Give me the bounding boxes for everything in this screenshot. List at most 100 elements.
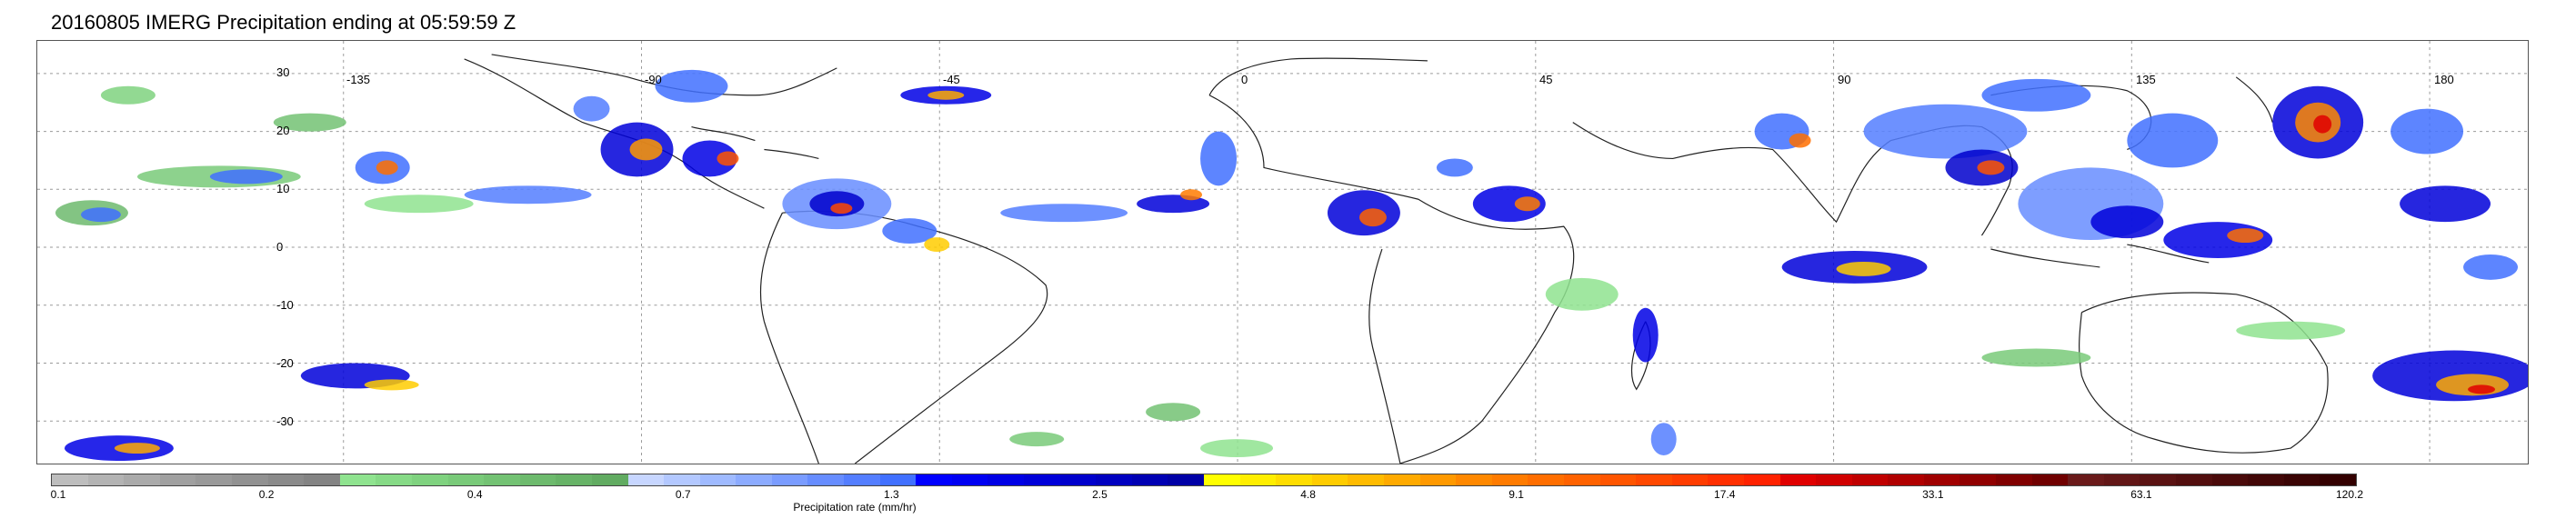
graticule (37, 41, 2528, 464)
longitude-label: 180 (2434, 73, 2454, 86)
precipitation-cell (2463, 254, 2519, 280)
colorbar-label: 0.4 (466, 488, 483, 501)
precipitation-cell (1200, 439, 1274, 458)
precipitation-cell (882, 218, 937, 245)
colorbar-swatch (1168, 474, 1204, 485)
precipitation-cell (114, 443, 160, 454)
colorbar-swatch (339, 474, 376, 485)
colorbar-swatches (51, 474, 2357, 486)
precipitation-cell (2090, 205, 2164, 239)
precipitation-cell (927, 90, 965, 100)
colorbar-swatch (1816, 474, 1852, 485)
colorbar-swatch (1491, 474, 1529, 485)
colorbar-swatch (231, 474, 268, 485)
colorbar-swatch (1348, 474, 1384, 485)
precipitation-cell (1632, 307, 1659, 363)
colorbar-swatch (771, 474, 808, 485)
colorbar-swatch (411, 474, 448, 485)
colorbar-swatch (1636, 474, 1672, 485)
longitude-label: -45 (943, 73, 960, 86)
colorbar-swatch (1096, 474, 1132, 485)
latitude-label: -10 (276, 298, 294, 312)
precipitation-cell (1200, 131, 1238, 186)
colorbar-swatch (1419, 474, 1457, 485)
precipitation-cell (1981, 78, 2091, 112)
map-canvas (37, 41, 2528, 464)
colorbar-swatch (484, 474, 520, 485)
longitude-label: 0 (1241, 73, 1248, 86)
colorbar-swatch (2140, 474, 2177, 485)
precipitation-cell (1436, 158, 1473, 177)
colorbar-swatch (1204, 474, 1240, 485)
colorbar-label: 1.3 (884, 488, 899, 501)
colorbar-swatch (1888, 474, 1924, 485)
colorbar-swatch (1383, 474, 1420, 485)
precipitation-cell (364, 195, 474, 214)
precipitation-cell (1472, 185, 1546, 223)
colorbar-swatch (1311, 474, 1348, 485)
colorbar-swatch (1131, 474, 1168, 485)
colorbar-swatch (267, 474, 305, 485)
precipitation-cell (1180, 189, 1203, 201)
precipitation-cell (1650, 423, 1677, 456)
colorbar-swatch (159, 474, 196, 485)
colorbar-swatch (1851, 474, 1889, 485)
precipitation-cell (376, 160, 398, 175)
colorbar-swatch (52, 474, 88, 485)
colorbar-swatch (916, 474, 952, 485)
colorbar-swatch (2176, 474, 2212, 485)
colorbar-label: 0.2 (258, 488, 275, 501)
precipitation-cell (1545, 277, 1619, 311)
precipitation-cell (2391, 108, 2464, 155)
colorbar-label: 63.1 (2130, 488, 2152, 501)
longitude-label: 135 (2136, 73, 2156, 86)
precipitation-cell (209, 169, 283, 185)
colorbar-swatch (1024, 474, 1060, 485)
precipitation-cell (1789, 133, 1811, 148)
colorbar-swatch (2103, 474, 2140, 485)
colorbar-label: 0.7 (675, 488, 691, 501)
precipitation-map (36, 40, 2529, 464)
precipitation-cell (2313, 115, 2332, 134)
precipitation-layer (55, 69, 2528, 462)
longitude-label: 90 (1838, 73, 1851, 86)
colorbar-swatch (1960, 474, 1997, 485)
colorbar-swatch (879, 474, 917, 485)
colorbar-swatch (1923, 474, 1960, 485)
colorbar-swatch (807, 474, 845, 485)
colorbar-label: 120.2 (2335, 488, 2364, 501)
colorbar-swatch (987, 474, 1025, 485)
coastlines (464, 54, 2329, 464)
colorbar-swatch (1743, 474, 1780, 485)
precipitation-cell (682, 140, 737, 177)
longitude-label: -135 (346, 73, 371, 86)
precipitation-cell (1000, 204, 1128, 223)
colorbar-swatch (2248, 474, 2284, 485)
precipitation-cell (80, 207, 121, 223)
colorbar-swatch (1239, 474, 1277, 485)
colorbar-swatch (951, 474, 988, 485)
colorbar-swatch (447, 474, 485, 485)
colorbar (51, 474, 2357, 486)
precipitation-cell (2372, 350, 2528, 402)
precipitation-cell (830, 203, 853, 215)
colorbar-swatch (376, 474, 412, 485)
colorbar-swatch (844, 474, 880, 485)
colorbar-swatch (1779, 474, 1817, 485)
precipitation-cell (1977, 160, 2005, 175)
precipitation-cell (629, 138, 663, 161)
colorbar-label: 9.1 (1509, 488, 1524, 501)
precipitation-cell (924, 237, 950, 253)
latitude-label: 10 (276, 182, 290, 195)
colorbar-swatch (2320, 474, 2356, 485)
precipitation-cell (2236, 321, 2346, 340)
precipitation-cell (1863, 104, 2028, 159)
precipitation-cell (2227, 228, 2264, 244)
colorbar-label: 33.1 (1922, 488, 1944, 501)
colorbar-swatch (591, 474, 628, 485)
colorbar-swatch (124, 474, 160, 485)
precipitation-cell (1514, 196, 1540, 212)
colorbar-label: 17.4 (1714, 488, 1736, 501)
colorbar-swatch (699, 474, 737, 485)
colorbar-swatch (1528, 474, 1564, 485)
